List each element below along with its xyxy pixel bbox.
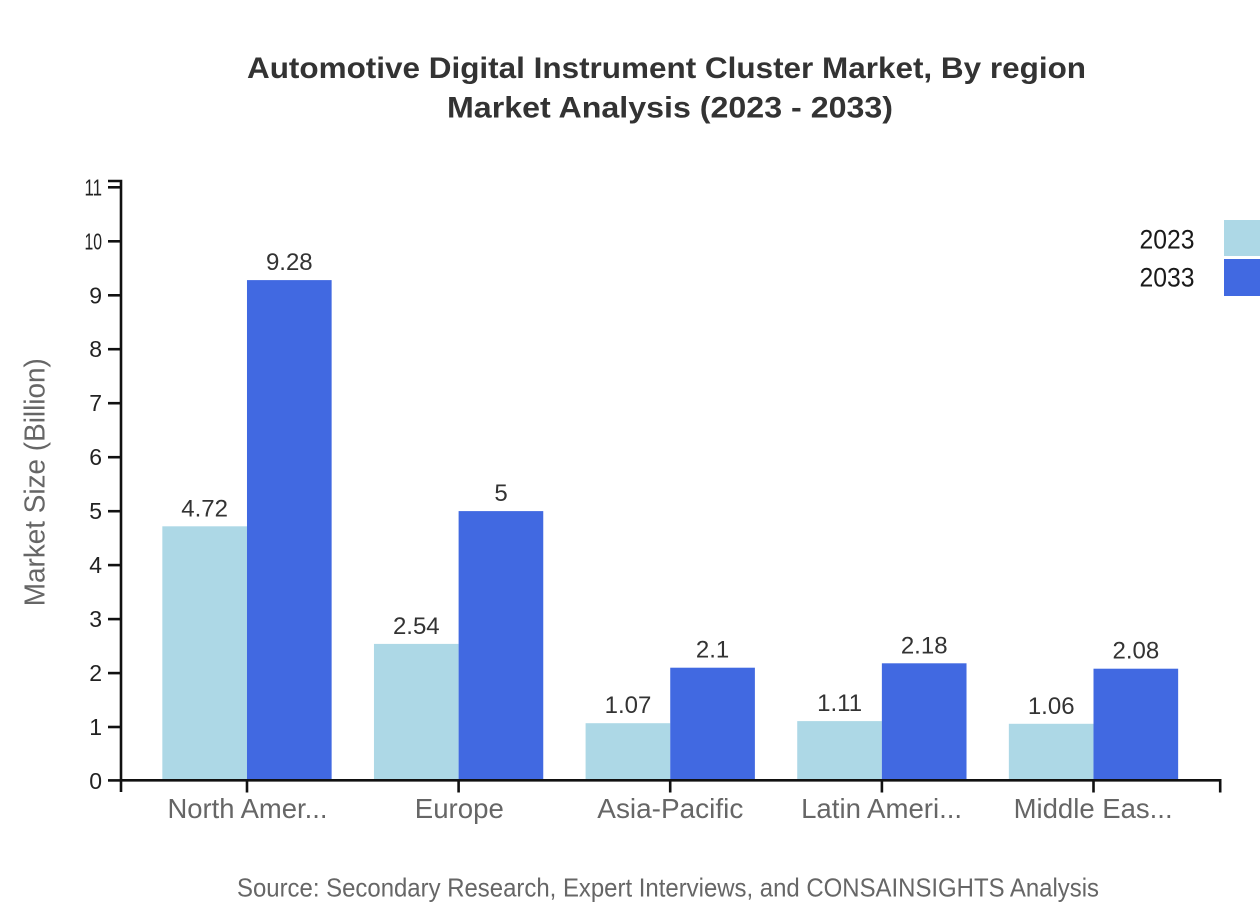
svg-text:1.07: 1.07 [605,692,652,719]
svg-text:2.54: 2.54 [393,613,440,640]
svg-text:Europe: Europe [415,793,504,824]
svg-text:Market Size (Billion): Market Size (Billion) [20,358,52,606]
svg-text:2033: 2033 [1140,263,1195,293]
svg-text:6: 6 [89,444,102,470]
svg-text:Market Analysis (2023 - 2033): Market Analysis (2023 - 2033) [447,91,893,124]
svg-text:Source: Secondary Research, Ex: Source: Secondary Research, Expert Inter… [237,873,1099,903]
svg-text:4.72: 4.72 [181,495,228,522]
svg-text:9: 9 [89,282,102,308]
svg-text:Asia-Pacific: Asia-Pacific [597,793,743,824]
svg-text:5: 5 [89,498,102,524]
svg-text:2.08: 2.08 [1113,638,1160,665]
svg-text:North Amer...: North Amer... [168,793,328,824]
svg-text:0: 0 [89,768,102,794]
svg-text:Latin Ameri...: Latin Ameri... [801,793,962,824]
svg-text:2.1: 2.1 [696,637,729,664]
svg-text:5: 5 [494,480,507,507]
svg-text:10: 10 [85,228,103,254]
svg-text:9.28: 9.28 [266,249,313,276]
svg-text:1.06: 1.06 [1028,693,1075,720]
svg-text:2: 2 [89,660,102,686]
svg-text:3: 3 [89,606,102,632]
svg-text:Automotive Digital Instrument: Automotive Digital Instrument Cluster Ma… [247,52,1086,85]
svg-text:8: 8 [89,336,102,362]
svg-text:1.11: 1.11 [817,690,862,717]
svg-text:Middle Eas...: Middle Eas... [1014,793,1173,824]
svg-text:1: 1 [89,714,102,740]
svg-text:2.18: 2.18 [901,632,948,659]
svg-text:2023: 2023 [1140,225,1195,255]
svg-text:7: 7 [89,390,102,416]
svg-text:11: 11 [85,174,103,200]
svg-text:4: 4 [89,552,102,578]
